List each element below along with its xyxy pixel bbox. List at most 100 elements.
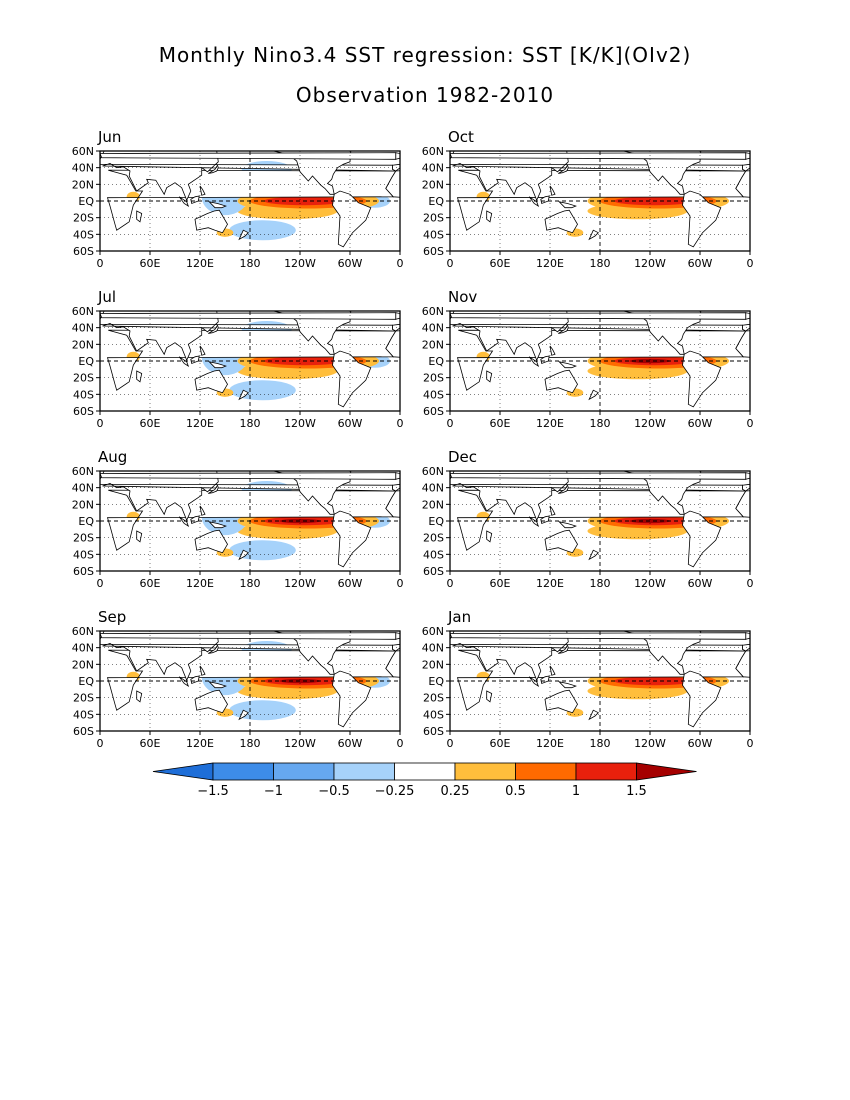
lat-tick-label: 40N	[72, 642, 94, 655]
lat-tick-label: 20S	[423, 212, 444, 225]
coast-uk-wrap	[745, 472, 750, 480]
lon-tick-label: 60W	[338, 577, 363, 590]
coast-samerica	[682, 670, 722, 728]
coast-eurasia-wrap	[392, 318, 400, 332]
lon-tick-label: 120E	[186, 417, 214, 430]
lon-tick-label: 120W	[634, 417, 666, 430]
lon-tick-label: 180	[590, 577, 611, 590]
coast-sumatra	[178, 196, 190, 207]
lat-tick-label: 60N	[72, 305, 94, 318]
coast-madagascar	[136, 370, 143, 383]
coast-madagascar	[486, 690, 493, 703]
coast-eurasia	[100, 311, 396, 362]
colorbar-label: −1	[264, 784, 283, 799]
coast-borneo	[540, 515, 550, 525]
lon-tick-label: 0	[447, 737, 454, 750]
lon-tick-label: 60E	[140, 417, 161, 430]
lat-tick-label: 40S	[73, 708, 94, 721]
lat-tick-label: 20S	[423, 692, 444, 705]
coast-newguinea	[207, 681, 227, 689]
lon-tick-label: 60W	[688, 737, 713, 750]
lon-tick-label: 120W	[634, 577, 666, 590]
coast-sumatra-wrap	[829, 677, 838, 686]
lon-tick-label: 180	[240, 577, 261, 590]
coast-borneo	[540, 675, 550, 685]
coast-eurasia	[100, 631, 396, 682]
colorbar-label: −0.5	[318, 784, 350, 799]
coast-uk	[450, 632, 747, 640]
coast-sumatra-wrap	[829, 517, 838, 526]
coast-madagascar	[136, 530, 143, 543]
coast-australia	[194, 209, 228, 234]
coast-sumatra	[528, 676, 540, 687]
south-pacific-cool	[229, 380, 296, 401]
coast-australia	[544, 689, 578, 714]
coast-nz	[588, 389, 599, 401]
coast-philippines	[199, 505, 206, 516]
lat-tick-label: 20N	[72, 498, 94, 511]
lat-tick-label: 20S	[423, 372, 444, 385]
coast-newguinea	[557, 521, 577, 529]
lon-tick-label: 0	[447, 417, 454, 430]
coast-eurasia	[450, 631, 746, 682]
colorbar-extend-low	[152, 762, 214, 781]
lat-tick-label: 40S	[423, 388, 444, 401]
panel-month-label: Jan	[447, 608, 471, 626]
coast-samerica	[332, 190, 372, 248]
coast-eurasia-wrap	[392, 638, 400, 652]
lon-tick-label: 0	[747, 417, 754, 430]
coast-madagascar-wrap	[787, 531, 792, 542]
coast-eurasia-wrap	[742, 158, 750, 172]
lon-tick-label: 60W	[688, 257, 713, 270]
coast-borneo	[540, 195, 550, 205]
coast-sumatra-wrap	[829, 357, 838, 366]
lat-tick-label: 20S	[73, 692, 94, 705]
panel-month-label: Aug	[98, 448, 127, 466]
coast-borneo	[190, 515, 200, 525]
lon-tick-label: 60W	[338, 417, 363, 430]
lon-tick-label: 120W	[284, 417, 316, 430]
lon-tick-label: 120W	[284, 257, 316, 270]
lon-tick-label: 60W	[338, 257, 363, 270]
coast-sumatra	[178, 516, 190, 527]
coast-eurasia-wrap	[742, 318, 750, 332]
coast-sumatra	[528, 356, 540, 367]
lon-tick-label: 60W	[688, 577, 713, 590]
lat-tick-label: 40S	[73, 548, 94, 561]
coast-uk	[100, 632, 397, 640]
lat-tick-label: 20N	[422, 178, 444, 191]
coast-japan	[558, 484, 569, 494]
coast-namerica	[258, 471, 352, 515]
lat-tick-label: 20S	[73, 212, 94, 225]
lon-tick-label: 60E	[490, 257, 511, 270]
lat-tick-label: 40N	[72, 322, 94, 335]
lon-tick-label: 180	[240, 737, 261, 750]
lat-tick-label: 40N	[422, 322, 444, 335]
coast-japan	[558, 164, 569, 174]
lon-tick-label: 0	[447, 577, 454, 590]
lat-tick-label: 60S	[73, 725, 94, 738]
lat-tick-label: EQ	[428, 195, 444, 208]
lon-tick-label: 120E	[536, 417, 564, 430]
lon-tick-label: 0	[747, 737, 754, 750]
lat-tick-label: 40N	[422, 162, 444, 175]
colorbar-label: −1.5	[197, 784, 229, 799]
lon-tick-label: 180	[590, 737, 611, 750]
lon-tick-label: 60E	[140, 577, 161, 590]
colorbar: −1.5 −1 −0.5 −0.25 0.25 0.5 1 1.5	[152, 762, 697, 799]
coast-nz	[588, 709, 599, 721]
lon-tick-label: 60E	[490, 417, 511, 430]
colorbar-swatch	[273, 762, 335, 781]
lon-tick-label: 0	[97, 737, 104, 750]
coast-eurasia	[450, 151, 746, 202]
coast-nz	[238, 549, 249, 561]
coast-uk	[450, 472, 747, 480]
lon-tick-label: 180	[240, 417, 261, 430]
coast-philippines	[199, 665, 206, 676]
coast-nz	[238, 229, 249, 241]
lon-tick-label: 60E	[490, 737, 511, 750]
